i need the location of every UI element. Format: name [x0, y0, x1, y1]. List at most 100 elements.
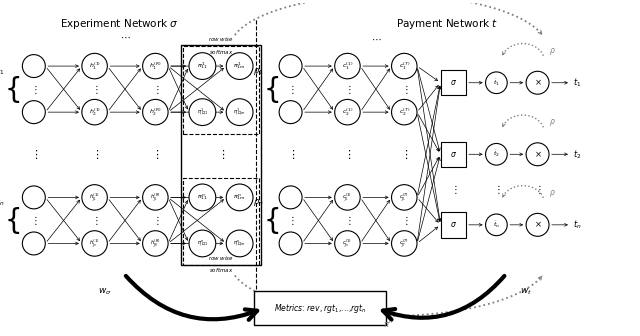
- Text: $\vdots$: $\vdots$: [401, 214, 408, 227]
- Text: $\pi_{|\Omega|m}^1$: $\pi_{|\Omega|m}^1$: [233, 107, 246, 117]
- Bar: [183, 178, 259, 265]
- Text: $\vdots$: $\vdots$: [534, 183, 541, 196]
- Circle shape: [22, 186, 45, 209]
- Text: $\times$: $\times$: [534, 78, 541, 87]
- Text: $h_{J_n}^{(1)}$: $h_{J_n}^{(1)}$: [90, 237, 100, 250]
- Text: $\pi_{|\Omega|m}^n$: $\pi_{|\Omega|m}^n$: [233, 239, 246, 248]
- Text: $\vdots$: $\vdots$: [152, 214, 159, 227]
- Circle shape: [22, 55, 45, 78]
- Circle shape: [227, 230, 253, 257]
- Circle shape: [526, 143, 549, 166]
- Text: $\rho$: $\rho$: [549, 117, 556, 128]
- Text: Experiment Network $\sigma$: Experiment Network $\sigma$: [60, 17, 179, 31]
- Bar: [183, 46, 259, 134]
- Text: $\{$: $\{$: [263, 205, 279, 236]
- Text: $\rho_n$: $\rho_n$: [0, 197, 4, 208]
- Text: $\vdots$: $\vdots$: [344, 214, 351, 227]
- Circle shape: [392, 231, 417, 256]
- Circle shape: [143, 231, 168, 256]
- Text: Payment Network $t$: Payment Network $t$: [396, 17, 499, 31]
- Text: $t_2$: $t_2$: [573, 148, 581, 161]
- Text: $\rho_1$: $\rho_1$: [0, 66, 4, 77]
- Circle shape: [392, 99, 417, 125]
- Circle shape: [526, 213, 549, 236]
- Text: $c_2^{(1)}$: $c_2^{(1)}$: [342, 107, 353, 118]
- Text: $h_1^{(R)}$: $h_1^{(R)}$: [149, 60, 161, 72]
- Circle shape: [486, 214, 508, 236]
- Text: $h_{J_1}^{(1)}$: $h_{J_1}^{(1)}$: [89, 191, 100, 204]
- Text: $\{$: $\{$: [4, 74, 20, 104]
- Bar: [440, 212, 466, 238]
- Circle shape: [143, 53, 168, 79]
- FancyBboxPatch shape: [254, 292, 386, 325]
- Circle shape: [279, 186, 302, 209]
- Circle shape: [189, 184, 216, 211]
- Text: $\vdots$: $\vdots$: [30, 148, 38, 161]
- Text: $\vdots$: $\vdots$: [90, 148, 99, 161]
- Text: $\times$: $\times$: [534, 150, 541, 159]
- Text: $\vdots$: $\vdots$: [217, 148, 225, 161]
- Circle shape: [486, 72, 508, 93]
- Circle shape: [392, 185, 417, 210]
- Text: $\{$: $\{$: [263, 74, 279, 104]
- Text: $c_{J_1}^{(T)}$: $c_{J_1}^{(T)}$: [399, 191, 409, 204]
- Text: $\vdots$: $\vdots$: [344, 148, 351, 161]
- Text: $\pi_{11}^1$: $\pi_{11}^1$: [197, 61, 208, 72]
- Text: $\sigma$: $\sigma$: [450, 150, 457, 159]
- Text: $\vdots$: $\vdots$: [151, 148, 159, 161]
- Text: $\cdots$: $\cdots$: [120, 32, 131, 42]
- Circle shape: [279, 55, 302, 78]
- Circle shape: [143, 185, 168, 210]
- Text: $\pi^n$: $\pi^n$: [383, 318, 394, 329]
- Text: $\mathit{softmax}$: $\mathit{softmax}$: [209, 266, 233, 274]
- Text: $\vdots$: $\vdots$: [91, 83, 99, 96]
- Text: $w_\sigma$: $w_\sigma$: [98, 286, 111, 297]
- Circle shape: [335, 53, 360, 79]
- Text: $\times$: $\times$: [534, 220, 541, 229]
- Text: $\rho_1$: $\rho_1$: [253, 66, 263, 77]
- Text: $\tilde{t}_n$: $\tilde{t}_n$: [493, 220, 500, 230]
- Circle shape: [279, 101, 302, 124]
- Text: $t_n$: $t_n$: [573, 219, 582, 231]
- Text: $\pi_{1m}^1$: $\pi_{1m}^1$: [234, 61, 246, 72]
- Circle shape: [82, 185, 108, 210]
- Text: $\rho$: $\rho$: [549, 46, 556, 57]
- Text: $h_1^{(1)}$: $h_1^{(1)}$: [88, 60, 100, 72]
- Text: $\{$: $\{$: [4, 205, 20, 236]
- Text: $t_1$: $t_1$: [573, 77, 581, 89]
- Text: $\vdots$: $\vdots$: [344, 83, 351, 96]
- Bar: [181, 44, 261, 265]
- Text: $\mathit{Metrics}$: $\mathit{rev}$, $\mathit{rgt}_1$,...,$\mathit{rgt}_n$: $\mathit{Metrics}$: $\mathit{rev}$, $\ma…: [274, 302, 366, 314]
- Text: $\vdots$: $\vdots$: [287, 214, 294, 227]
- Text: $\vdots$: $\vdots$: [449, 183, 457, 196]
- Text: $\pi_{|\Omega|1}^n$: $\pi_{|\Omega|1}^n$: [196, 239, 208, 248]
- Text: $\rho$: $\rho$: [549, 188, 556, 199]
- Text: $\vdots$: $\vdots$: [400, 148, 408, 161]
- Circle shape: [227, 53, 253, 79]
- Circle shape: [82, 99, 108, 125]
- Text: $\pi_{11}^n$: $\pi_{11}^n$: [197, 193, 208, 202]
- Circle shape: [392, 53, 417, 79]
- Bar: [440, 141, 466, 167]
- Text: $\vdots$: $\vdots$: [30, 83, 38, 96]
- Text: $c_{J_1}^{(1)}$: $c_{J_1}^{(1)}$: [342, 191, 353, 204]
- Text: $\tilde{t}_2$: $\tilde{t}_2$: [493, 149, 500, 159]
- Text: $\mathit{softmax}$: $\mathit{softmax}$: [209, 48, 233, 56]
- Text: $\cdots$: $\cdots$: [371, 34, 381, 44]
- Text: $\pi_{1m}^n$: $\pi_{1m}^n$: [234, 193, 246, 202]
- Circle shape: [279, 232, 302, 255]
- Circle shape: [335, 185, 360, 210]
- Text: $\vdots$: $\vdots$: [91, 214, 99, 227]
- Circle shape: [189, 53, 216, 79]
- Text: $h_{J_R}^{(R)}$: $h_{J_R}^{(R)}$: [150, 237, 161, 250]
- Text: $c_1^{(T)}$: $c_1^{(T)}$: [399, 60, 410, 72]
- Circle shape: [82, 231, 108, 256]
- Circle shape: [189, 230, 216, 257]
- Text: $\vdots$: $\vdots$: [152, 83, 159, 96]
- Text: $h_{J_1}^{(R)}$: $h_{J_1}^{(R)}$: [150, 191, 161, 204]
- Circle shape: [227, 99, 253, 126]
- Circle shape: [189, 99, 216, 126]
- Text: $h_2^{(R)}$: $h_2^{(R)}$: [149, 107, 161, 118]
- Bar: [440, 70, 466, 95]
- Circle shape: [227, 184, 253, 211]
